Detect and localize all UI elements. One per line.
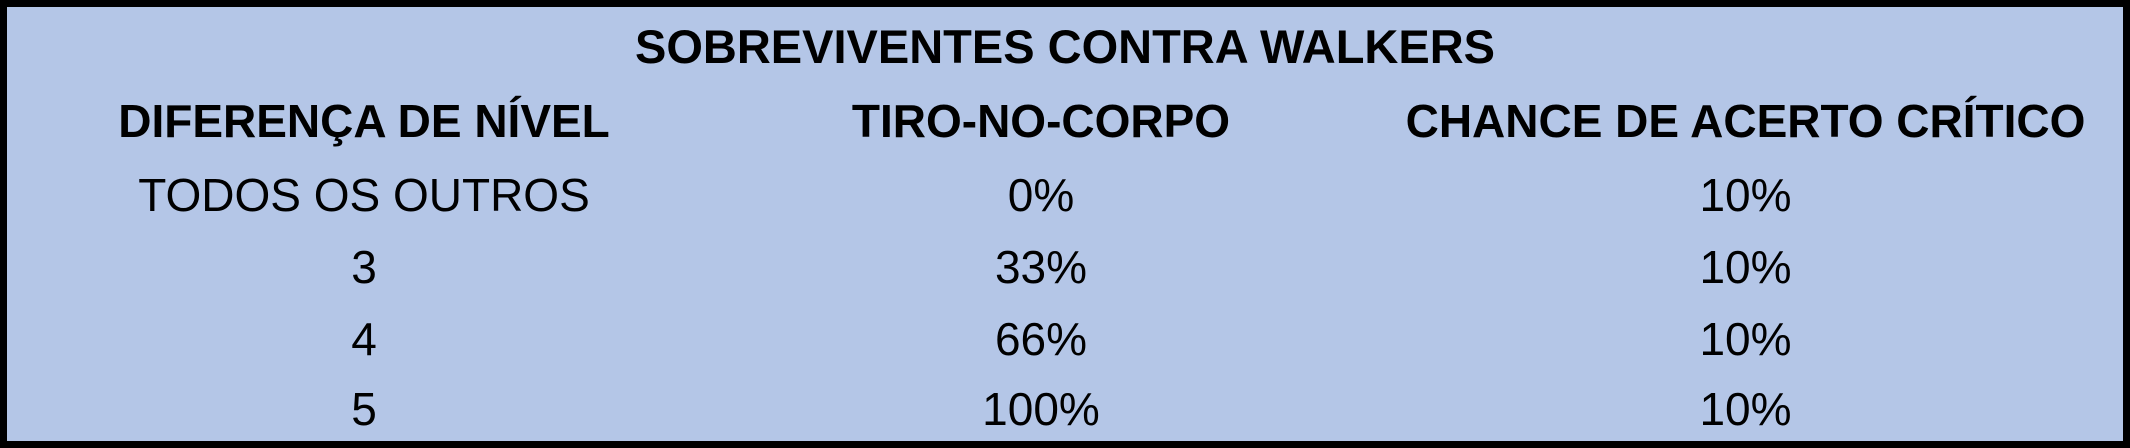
cell-critical-chance: 10% (1699, 241, 1792, 293)
cell-body-shot: 0% (1007, 169, 1075, 221)
table-row: 3 33% 10% (7, 231, 2123, 303)
cell-level-difference: 3 (351, 241, 377, 293)
cell-critical-chance: 10% (1699, 383, 1792, 435)
header-row: DIFERENÇA DE NÍVEL TIRO-NO-CORPO CHANCE … (7, 85, 2123, 157)
cell-body-shot: 66% (994, 313, 1088, 365)
cell-critical-chance: 10% (1699, 313, 1792, 365)
cell-body-shot: 100% (982, 383, 1100, 435)
header-body-shot: TIRO-NO-CORPO (851, 95, 1231, 147)
header-level-difference: DIFERENÇA DE NÍVEL (118, 95, 610, 147)
table-title: SOBREVIVENTES CONTRA WALKERS (635, 20, 1495, 73)
table-row: TODOS OS OUTROS 0% 10% (7, 159, 2123, 231)
header-critical-chance: CHANCE DE ACERTO CRÍTICO (1405, 95, 2086, 147)
cell-body-shot: 33% (994, 241, 1088, 293)
cell-level-difference: TODOS OS OUTROS (138, 169, 590, 221)
cell-critical-chance: 10% (1699, 169, 1792, 221)
table-row: 4 66% 10% (7, 303, 2123, 375)
cell-level-difference: 5 (351, 383, 377, 435)
table-row: 5 100% 10% (7, 373, 2123, 445)
cell-level-difference: 4 (351, 313, 377, 365)
